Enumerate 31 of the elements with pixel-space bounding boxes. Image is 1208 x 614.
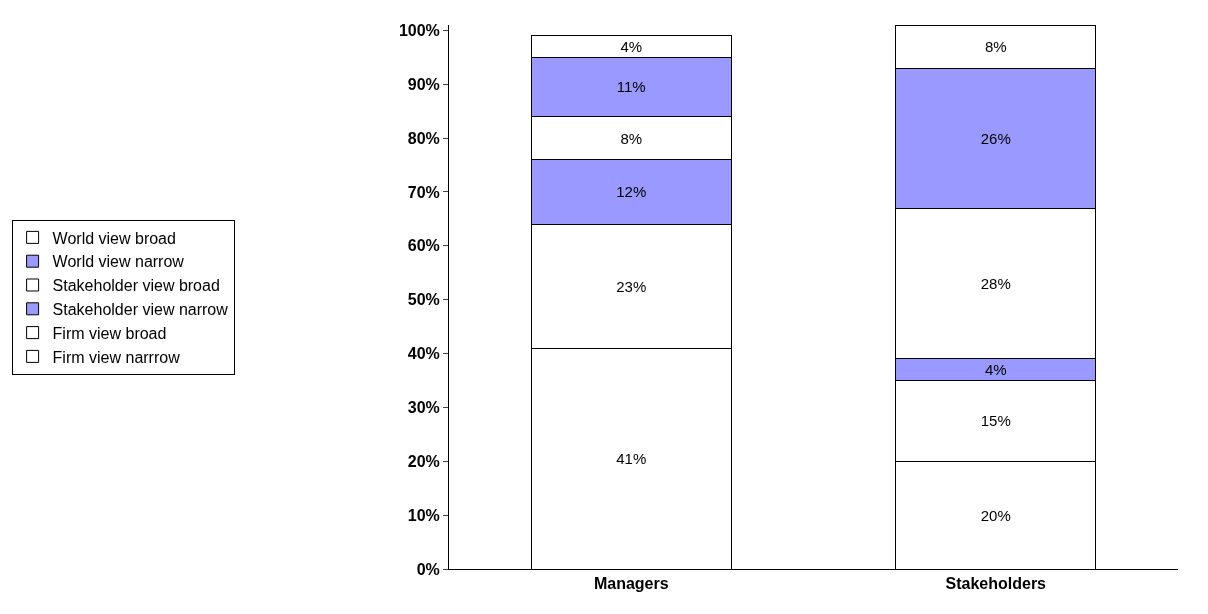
data-label: 8% <box>620 129 643 147</box>
y-tick-label: 100% <box>398 21 440 39</box>
y-tick-label: 70% <box>407 183 440 201</box>
y-tick-label: 10% <box>407 506 440 524</box>
y-tick-label: 40% <box>407 345 440 363</box>
x-tick-label: Managers <box>593 575 669 593</box>
y-tick-label: 80% <box>407 129 440 147</box>
y-tick-label: 20% <box>407 452 440 470</box>
legend-label: Stakeholder view broad <box>52 277 220 295</box>
data-label: 28% <box>980 275 1011 293</box>
data-label: 8% <box>984 38 1007 56</box>
x-tick-label: Stakeholders <box>945 575 1047 593</box>
data-label: 23% <box>616 277 647 295</box>
legend-label: World view broad <box>52 229 176 247</box>
data-label: 4% <box>984 361 1007 379</box>
data-label: 15% <box>980 412 1011 430</box>
data-label: 41% <box>616 450 647 468</box>
data-label: 20% <box>980 506 1011 524</box>
y-tick-label: 60% <box>407 237 440 255</box>
data-label: 26% <box>980 129 1011 147</box>
y-tick-label: 30% <box>407 399 440 417</box>
y-tick-label: 50% <box>407 291 440 309</box>
legend-label: World view narrow <box>52 253 185 271</box>
data-label: 4% <box>620 38 643 56</box>
y-tick-label: 0% <box>416 560 440 578</box>
data-label: 11% <box>616 78 646 96</box>
legend-label: Firm view narrrow <box>52 348 181 366</box>
data-label: 12% <box>616 183 647 201</box>
y-tick-label: 90% <box>407 75 440 93</box>
legend-label: Firm view broad <box>52 324 167 342</box>
legend-label: Stakeholder view narrow <box>52 301 229 319</box>
